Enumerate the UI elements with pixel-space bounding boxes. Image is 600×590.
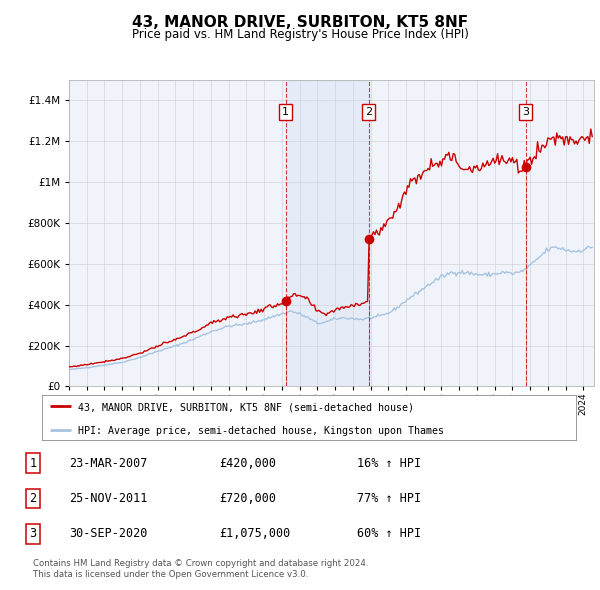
Bar xyxy=(286,80,369,386)
Text: £420,000: £420,000 xyxy=(219,457,276,470)
Text: £1,075,000: £1,075,000 xyxy=(219,527,290,540)
Text: 2: 2 xyxy=(29,492,37,505)
Text: 23-MAR-2007: 23-MAR-2007 xyxy=(69,457,148,470)
Text: £720,000: £720,000 xyxy=(219,492,276,505)
Text: Price paid vs. HM Land Registry's House Price Index (HPI): Price paid vs. HM Land Registry's House … xyxy=(131,28,469,41)
Text: 77% ↑ HPI: 77% ↑ HPI xyxy=(357,492,421,505)
Text: 1: 1 xyxy=(282,107,289,117)
Text: 3: 3 xyxy=(522,107,529,117)
Text: This data is licensed under the Open Government Licence v3.0.: This data is licensed under the Open Gov… xyxy=(33,571,308,579)
Text: 1: 1 xyxy=(29,457,37,470)
Text: 3: 3 xyxy=(29,527,37,540)
Text: 25-NOV-2011: 25-NOV-2011 xyxy=(69,492,148,505)
Text: 43, MANOR DRIVE, SURBITON, KT5 8NF (semi-detached house): 43, MANOR DRIVE, SURBITON, KT5 8NF (semi… xyxy=(79,403,415,412)
Text: 43, MANOR DRIVE, SURBITON, KT5 8NF: 43, MANOR DRIVE, SURBITON, KT5 8NF xyxy=(132,15,468,30)
Text: 2: 2 xyxy=(365,107,373,117)
Text: 16% ↑ HPI: 16% ↑ HPI xyxy=(357,457,421,470)
Text: 30-SEP-2020: 30-SEP-2020 xyxy=(69,527,148,540)
Text: 60% ↑ HPI: 60% ↑ HPI xyxy=(357,527,421,540)
Text: Contains HM Land Registry data © Crown copyright and database right 2024.: Contains HM Land Registry data © Crown c… xyxy=(33,559,368,568)
Text: HPI: Average price, semi-detached house, Kingston upon Thames: HPI: Average price, semi-detached house,… xyxy=(79,426,445,436)
